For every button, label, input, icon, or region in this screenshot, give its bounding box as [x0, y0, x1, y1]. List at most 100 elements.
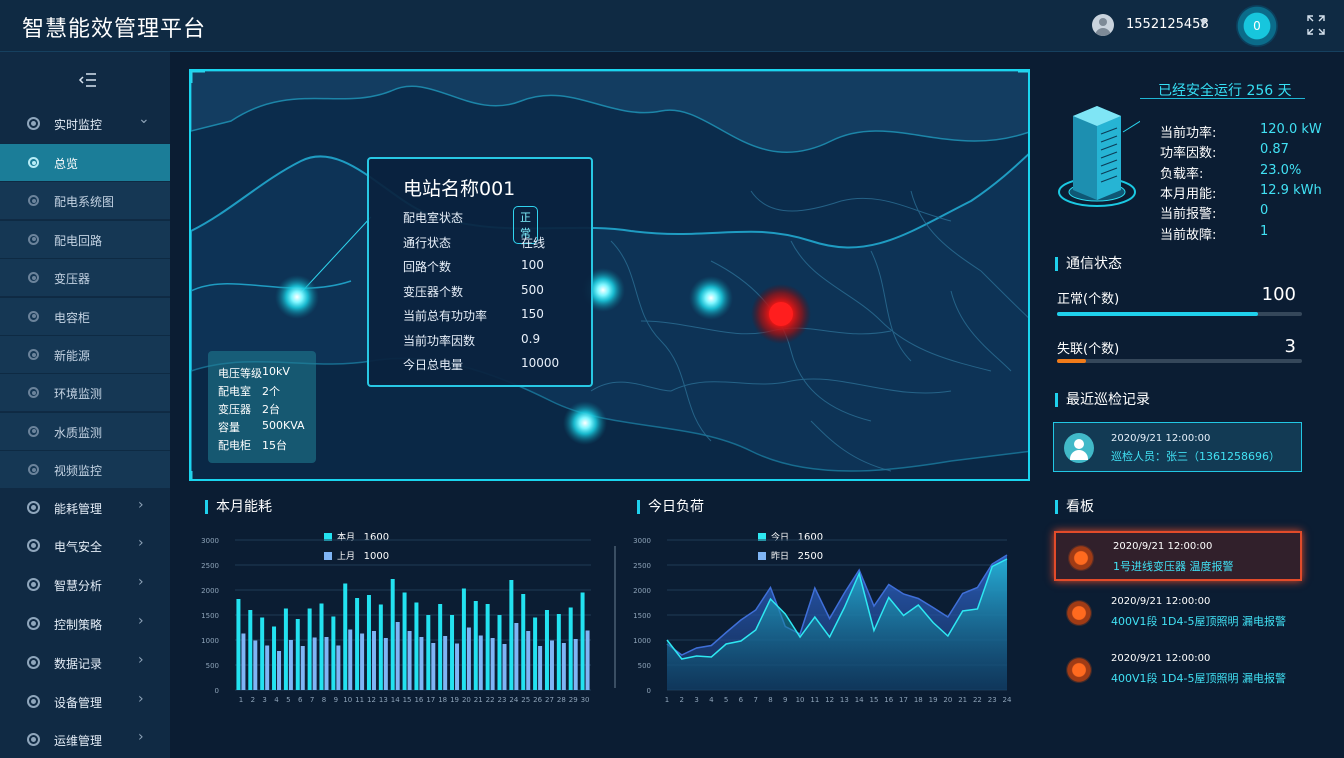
bar-上月 [514, 623, 519, 690]
metric-row: 负载率: 23.0% [1160, 163, 1301, 182]
sidebar-item[interactable]: 数据记录 › [0, 644, 170, 681]
sidebar-subitem-label: 总览 [54, 157, 79, 171]
bar-上月 [383, 638, 388, 690]
legend-name: 本月 [337, 533, 356, 543]
gear-icon [27, 500, 40, 514]
x-tick-label: 15 [403, 696, 412, 704]
x-tick-label: 28 [557, 696, 566, 704]
sidebar-subitem-label: 变压器 [54, 272, 91, 287]
field-value: 500 [521, 282, 544, 297]
y-tick-label: 0 [647, 687, 651, 695]
notification-count: 0 [1253, 19, 1261, 33]
x-tick-label: 12 [367, 696, 376, 704]
legend-item: 本月 1600 [324, 530, 389, 543]
info-value: 500KVA [262, 419, 305, 432]
x-tick-label: 18 [438, 696, 447, 704]
x-tick-label: 6 [298, 696, 303, 704]
sidebar-item-label: 能耗管理 [54, 501, 103, 516]
bar-上月 [490, 638, 495, 690]
legend-item: 上月 1000 [324, 549, 389, 562]
metric-label: 功率因数: [1160, 146, 1217, 162]
y-tick-label: 500 [206, 662, 219, 670]
station-field: 配电室状态 正常 [403, 206, 538, 244]
y-tick-label: 0 [215, 687, 219, 695]
x-tick-label: 4 [709, 696, 714, 704]
alarm-item[interactable]: 2020/9/21 12:00:00 1号进线变压器 温度报警 [1054, 531, 1302, 581]
legend-value: 1000 [363, 551, 390, 562]
load-legend: 今日 1600 昨日 2500 [758, 530, 823, 562]
legend-value: 1600 [797, 532, 824, 543]
x-tick-label: 14 [855, 696, 864, 704]
bar-上月 [265, 645, 270, 690]
sidebar-subitem[interactable]: 电容柜 [0, 296, 170, 335]
sidebar-subitem[interactable]: 变压器 [0, 258, 170, 297]
station-field: 回路个数 100 [403, 258, 544, 275]
sidebar-item[interactable]: 能耗管理 › [0, 489, 170, 526]
bar-上月 [502, 644, 507, 690]
sidebar-subitem[interactable]: 配电系统图 [0, 181, 170, 220]
sidebar-item[interactable]: 运维管理 › [0, 721, 170, 758]
bar-本月 [366, 595, 371, 690]
sidebar-subitem-label: 环境监测 [54, 387, 103, 402]
bar-本月 [355, 598, 360, 690]
sidebar-item-label: 控制策略 [54, 618, 103, 632]
sidebar-subitem[interactable]: 水质监测 [0, 411, 170, 450]
chevron-right-icon: › [138, 651, 144, 668]
gear-icon [28, 272, 39, 284]
sidebar-subitem[interactable]: 视频监控 [0, 450, 170, 489]
x-tick-label: 21 [474, 696, 483, 704]
metric-value: 12.9 kWh [1260, 182, 1322, 198]
metric-row: 本月用能: 12.9 kWh [1160, 183, 1322, 202]
alarm-text: 400V1段 1D4-5屋顶照明 漏电报警 [1111, 615, 1286, 628]
notification-badge[interactable]: 0 [1236, 5, 1278, 47]
menu-collapse-icon[interactable] [78, 72, 98, 88]
x-tick-label: 8 [768, 696, 772, 704]
sidebar-subitem[interactable]: 总览 [0, 143, 170, 181]
x-tick-label: 4 [274, 696, 279, 704]
bar-本月 [521, 594, 526, 690]
x-tick-label: 19 [450, 696, 459, 704]
y-tick-label: 1000 [633, 637, 651, 645]
sidebar-subitem[interactable]: 新能源 [0, 335, 170, 373]
bar-上月 [336, 645, 341, 690]
x-tick-label: 15 [869, 696, 878, 704]
safe-run-underline [1140, 98, 1305, 99]
field-value: 在线 [521, 235, 546, 250]
inspection-person: 巡检人员：张三（1361258696） [1111, 450, 1280, 463]
username-dropdown[interactable]: 1552125458 [1126, 17, 1209, 32]
sidebar-item[interactable]: 智慧分析 › [0, 566, 170, 603]
legend-value: 2500 [797, 551, 824, 562]
sidebar-subitem[interactable]: 环境监测 [0, 373, 170, 412]
fullscreen-icon[interactable] [1306, 14, 1326, 36]
sidebar-item-label: 电气安全 [54, 540, 103, 555]
x-tick-label: 6 [739, 696, 744, 704]
sidebar-item[interactable]: 设备管理 › [0, 683, 170, 720]
sidebar-subitem-label: 水质监测 [54, 425, 103, 440]
sidebar-item-label: 智慧分析 [54, 579, 103, 594]
alarm-icon [1066, 600, 1092, 626]
chevron-down-icon[interactable]: ▼ [1200, 18, 1207, 28]
bar-本月 [343, 583, 348, 690]
info-value: 2台 [262, 403, 280, 416]
bar-上月 [407, 631, 412, 690]
inspection-record-card[interactable]: 2020/9/21 12:00:00 巡检人员：张三（1361258696） [1053, 422, 1302, 472]
user-avatar-icon[interactable] [1092, 14, 1114, 36]
bar-上月 [277, 651, 282, 690]
legend-name: 今日 [771, 533, 790, 543]
legend-name: 昨日 [771, 552, 790, 562]
app-title: 智慧能效管理平台 [22, 17, 207, 42]
energy-chart-title: 本月能耗 [205, 500, 272, 514]
gear-icon [27, 733, 40, 747]
alarm-text: 400V1段 1D4-5屋顶照明 漏电报警 [1111, 672, 1286, 685]
alarm-item[interactable]: 2020/9/21 12:00:00 400V1段 1D4-5屋顶照明 漏电报警 [1054, 645, 1302, 695]
bar-上月 [538, 646, 543, 690]
metric-value: 1 [1260, 223, 1269, 239]
x-tick-label: 20 [943, 696, 952, 704]
sidebar-subitem[interactable]: 配电回路 [0, 219, 170, 258]
sidebar-item[interactable]: 电气安全 › [0, 527, 170, 564]
x-tick-label: 12 [825, 696, 834, 704]
alarm-item[interactable]: 2020/9/21 12:00:00 400V1段 1D4-5屋顶照明 漏电报警 [1054, 588, 1302, 638]
sidebar-item[interactable]: 控制策略 › [0, 605, 170, 642]
sidebar-item[interactable]: 实时监控 ⌄ [0, 105, 170, 142]
